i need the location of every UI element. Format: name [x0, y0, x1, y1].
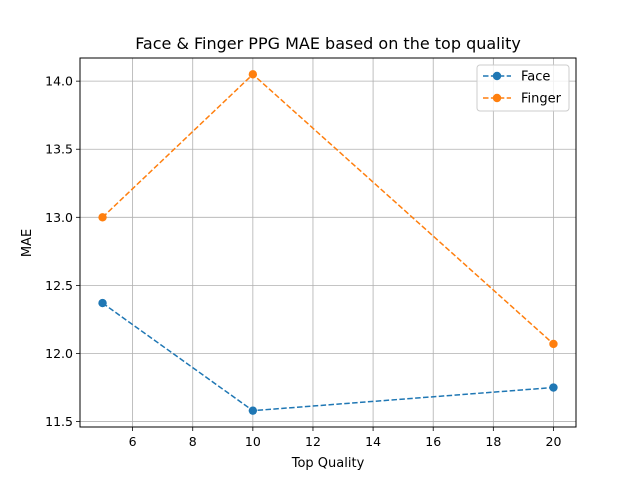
y-axis-label: MAE: [20, 229, 35, 257]
legend-label-finger: Finger: [521, 92, 562, 107]
x-tick-label: 12: [305, 434, 321, 449]
legend: Face Finger: [476, 64, 570, 112]
legend-item-face: Face: [483, 70, 550, 85]
x-tick-label: 20: [546, 434, 562, 449]
x-tick-label: 10: [245, 434, 261, 449]
data-point-finger: [98, 213, 107, 222]
data-point-finger: [549, 339, 558, 349]
y-tick-label: 13.5: [45, 142, 73, 157]
grid: [80, 58, 576, 427]
plot-frame: [79, 57, 577, 428]
x-tick-label: 6: [129, 434, 137, 449]
x-tick-label: 18: [485, 434, 501, 449]
series-layer: [98, 70, 558, 415]
x-tick-label: 8: [189, 434, 197, 449]
data-point-face: [98, 298, 107, 308]
data-point-face: [549, 383, 558, 392]
y-tick-label: 12.0: [45, 346, 73, 361]
y-tick-label: 11.5: [45, 414, 73, 429]
legend-label-face: Face: [521, 70, 550, 85]
chart-title: Face & Finger PPG MAE based on the top q…: [135, 34, 521, 53]
series-finger: [98, 70, 558, 349]
legend-marker-finger: [492, 93, 502, 103]
y-tick-label: 14.0: [45, 74, 73, 89]
series-face: [98, 298, 558, 415]
legend-marker-face: [492, 71, 502, 81]
legend-item-finger: Finger: [483, 92, 562, 107]
y-tick-label: 12.5: [45, 278, 73, 293]
x-tick-label: 16: [425, 434, 441, 449]
data-point-finger: [248, 70, 258, 79]
x-tick-label: 14: [365, 434, 381, 449]
data-point-face: [248, 406, 258, 415]
x-axis-label: Top Quality: [291, 456, 365, 471]
x-axis: 6 8 10 12 14 16 18 20: [129, 427, 562, 449]
y-axis: 11.5 12.0 12.5 13.0 13.5 14.0: [45, 74, 80, 429]
y-tick-label: 13.0: [45, 210, 73, 225]
